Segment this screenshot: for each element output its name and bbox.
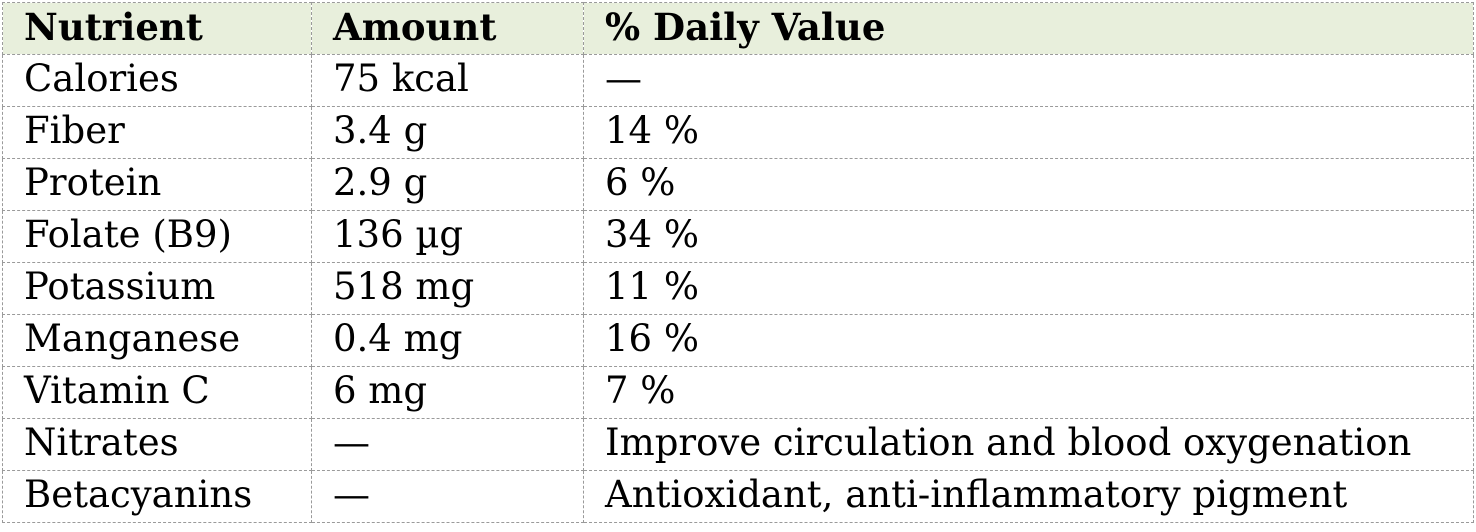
table-cell-amount: 136 µg bbox=[311, 210, 584, 263]
table-cell-amount: 3.4 g bbox=[311, 106, 584, 159]
nutrition-table: Nutrient Amount % Daily Value Calories 75… bbox=[2, 2, 1474, 523]
table-cell-nutrient: Manganese bbox=[2, 314, 312, 367]
table-cell-daily-value: 14 % bbox=[583, 106, 1474, 159]
table-body: Calories 75 kcal — Fiber 3.4 g 14 % Protein 2.9… bbox=[2, 54, 1474, 523]
table-row: Betacyanins — Antioxidant, anti-inflammato… bbox=[2, 470, 1474, 523]
table-cell-nutrient: Fiber bbox=[2, 106, 312, 159]
table-cell-daily-value: Antioxidant, anti-inflammatory pigment bbox=[583, 470, 1474, 523]
table-row: Potassium 518 mg 11 % bbox=[2, 262, 1474, 315]
table-cell-nutrient: Betacyanins bbox=[2, 470, 312, 523]
table-cell-amount: 0.4 mg bbox=[311, 314, 584, 367]
header-row: Nutrient Amount % Daily Value bbox=[2, 2, 1474, 55]
table-header: Nutrient Amount % Daily Value bbox=[2, 2, 1474, 55]
column-header-daily-value: % Daily Value bbox=[583, 2, 1474, 55]
table-row: Folate (B9) 136 µg 34 % bbox=[2, 210, 1474, 263]
table-cell-nutrient: Vitamin C bbox=[2, 366, 312, 419]
table-cell-nutrient: Protein bbox=[2, 158, 312, 211]
table-cell-daily-value: 6 % bbox=[583, 158, 1474, 211]
table-cell-amount: — bbox=[311, 418, 584, 471]
column-header-nutrient: Nutrient bbox=[2, 2, 312, 55]
table-cell-nutrient: Calories bbox=[2, 54, 312, 107]
table-cell-amount: 75 kcal bbox=[311, 54, 584, 107]
table-cell-daily-value: Improve circulation and blood oxygenatio… bbox=[583, 418, 1474, 471]
table-cell-nutrient: Folate (B9) bbox=[2, 210, 312, 263]
table-cell-daily-value: 34 % bbox=[583, 210, 1474, 263]
table-cell-daily-value: — bbox=[583, 54, 1474, 107]
table-row: Fiber 3.4 g 14 % bbox=[2, 106, 1474, 159]
table-cell-daily-value: 11 % bbox=[583, 262, 1474, 315]
table-cell-daily-value: 16 % bbox=[583, 314, 1474, 367]
table-cell-nutrient: Nitrates bbox=[2, 418, 312, 471]
table-cell-amount: 6 mg bbox=[311, 366, 584, 419]
table-cell-daily-value: 7 % bbox=[583, 366, 1474, 419]
table-row: Manganese 0.4 mg 16 % bbox=[2, 314, 1474, 367]
table-cell-amount: 2.9 g bbox=[311, 158, 584, 211]
table-row: Nitrates — Improve circulation and blood o… bbox=[2, 418, 1474, 471]
table-cell-amount: 518 mg bbox=[311, 262, 584, 315]
table-cell-nutrient: Potassium bbox=[2, 262, 312, 315]
table-row: Calories 75 kcal — bbox=[2, 54, 1474, 107]
table-cell-amount: — bbox=[311, 470, 584, 523]
column-header-amount: Amount bbox=[311, 2, 584, 55]
